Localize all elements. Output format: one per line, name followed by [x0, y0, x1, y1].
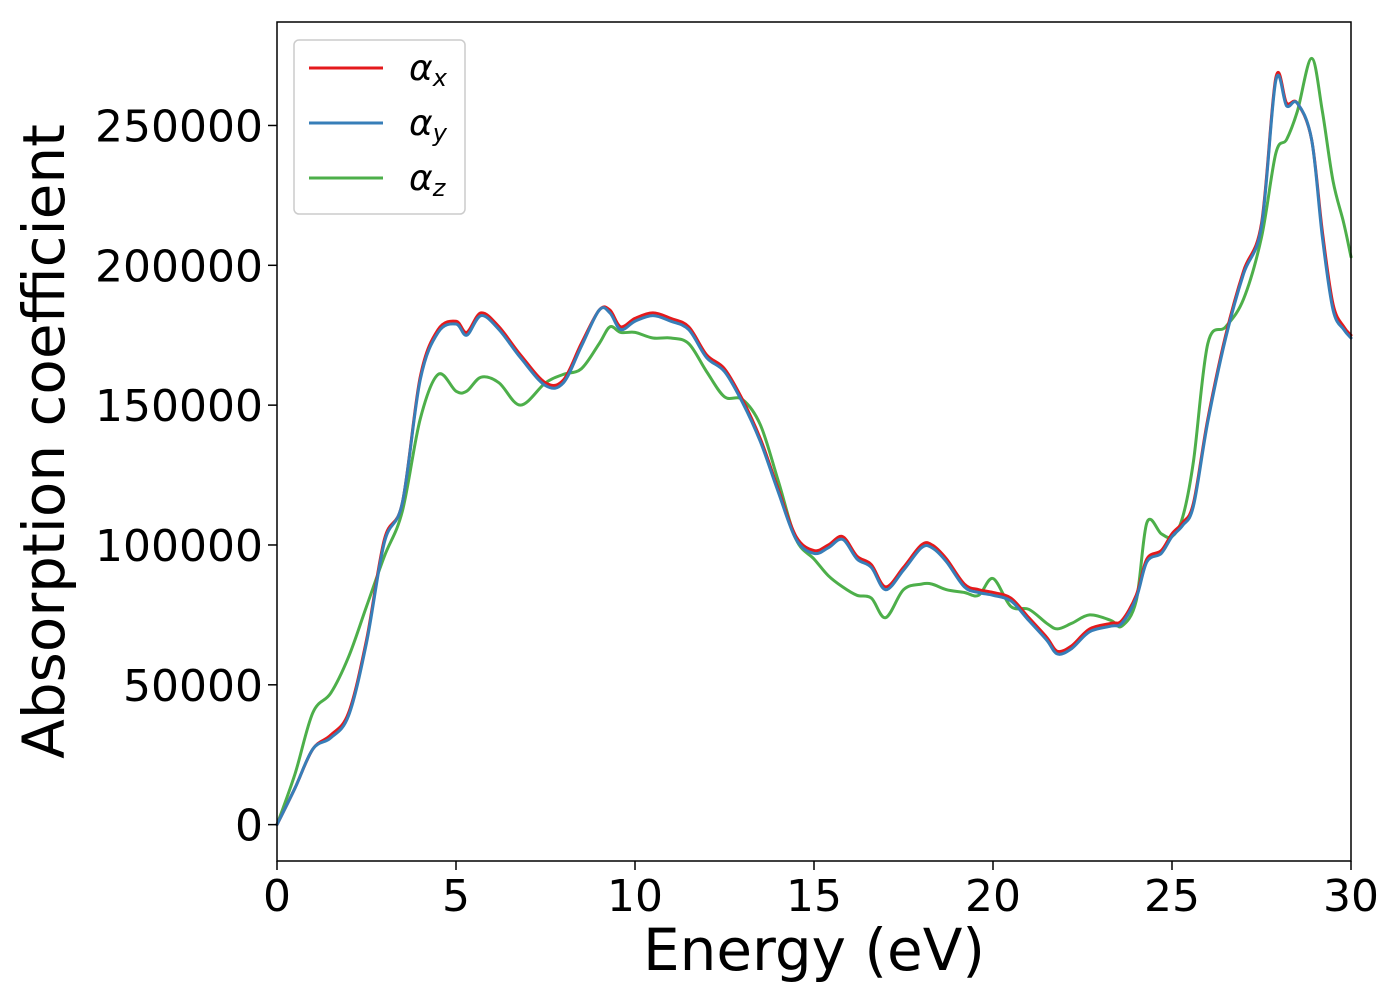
legend-label-z: αz [409, 158, 447, 202]
legend-box [293, 39, 466, 215]
series-line-z [275, 56, 1353, 827]
y-tick-label: 200000 [95, 241, 263, 292]
legend-label-y: αy [409, 103, 448, 147]
series-layer [275, 56, 1353, 827]
series-line-y [275, 73, 1353, 827]
legend: αx αy αz [293, 39, 466, 215]
x-axis-title: Energy (eV) [643, 916, 985, 984]
x-tick-label: 5 [442, 871, 470, 922]
y-tick-label: 150000 [95, 381, 263, 432]
y-tick-label: 250000 [95, 101, 263, 152]
y-tick-label: 50000 [123, 661, 263, 712]
legend-label-x: αx [409, 48, 448, 92]
x-tick-label: 10 [607, 871, 663, 922]
x-tick-label: 30 [1323, 871, 1379, 922]
x-tick-label: 20 [965, 871, 1021, 922]
x-axis: 0 5 10 15 20 25 30 [263, 861, 1379, 922]
x-tick-label: 25 [1144, 871, 1200, 922]
y-tick-label: 100000 [95, 521, 263, 572]
x-tick-label: 15 [786, 871, 842, 922]
y-tick-label: 0 [235, 801, 263, 852]
y-axis: 0 50000 100000 150000 200000 250000 [95, 101, 277, 852]
x-tick-label: 0 [263, 871, 291, 922]
y-axis-title: Absorption coefficient [10, 124, 78, 759]
